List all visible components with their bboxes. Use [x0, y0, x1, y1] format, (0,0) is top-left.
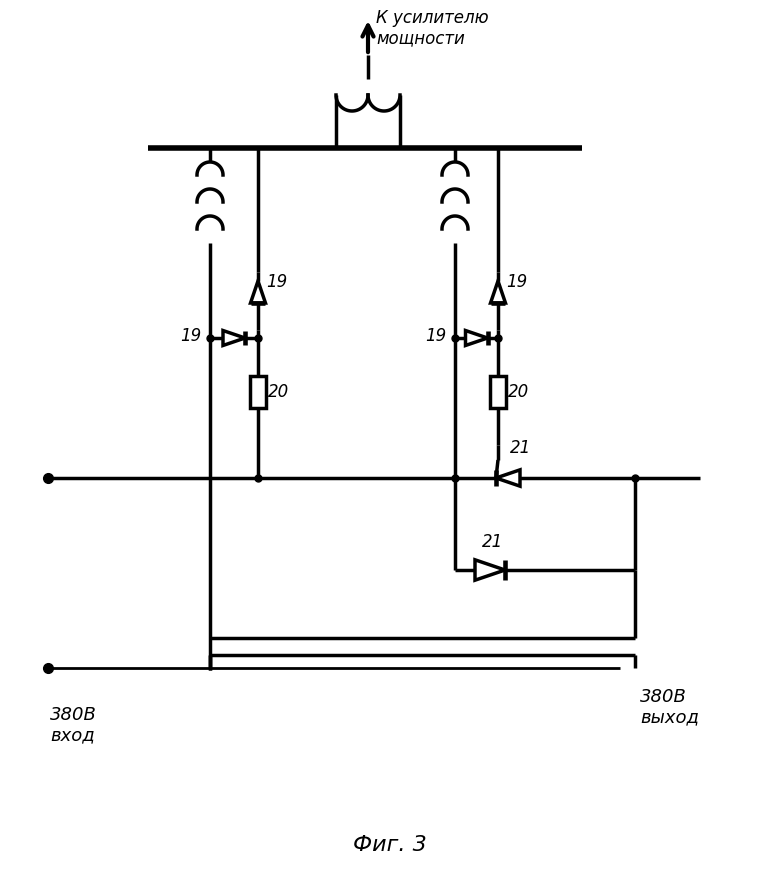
Text: К усилителю
мощности: К усилителю мощности	[376, 9, 488, 47]
Text: 380В
выход: 380В выход	[640, 688, 699, 727]
Text: 19: 19	[266, 273, 287, 291]
Text: 20: 20	[268, 383, 289, 401]
Text: 380В
вход: 380В вход	[50, 706, 97, 745]
Bar	[490, 376, 506, 408]
Bar	[250, 376, 266, 408]
Text: Фиг. 3: Фиг. 3	[353, 835, 427, 855]
Text: 21: 21	[510, 439, 531, 457]
Text: 19: 19	[425, 327, 446, 345]
Text: 20: 20	[508, 383, 530, 401]
Text: 21: 21	[482, 533, 503, 551]
Text: 19: 19	[506, 273, 527, 291]
Text: 19: 19	[180, 327, 201, 345]
